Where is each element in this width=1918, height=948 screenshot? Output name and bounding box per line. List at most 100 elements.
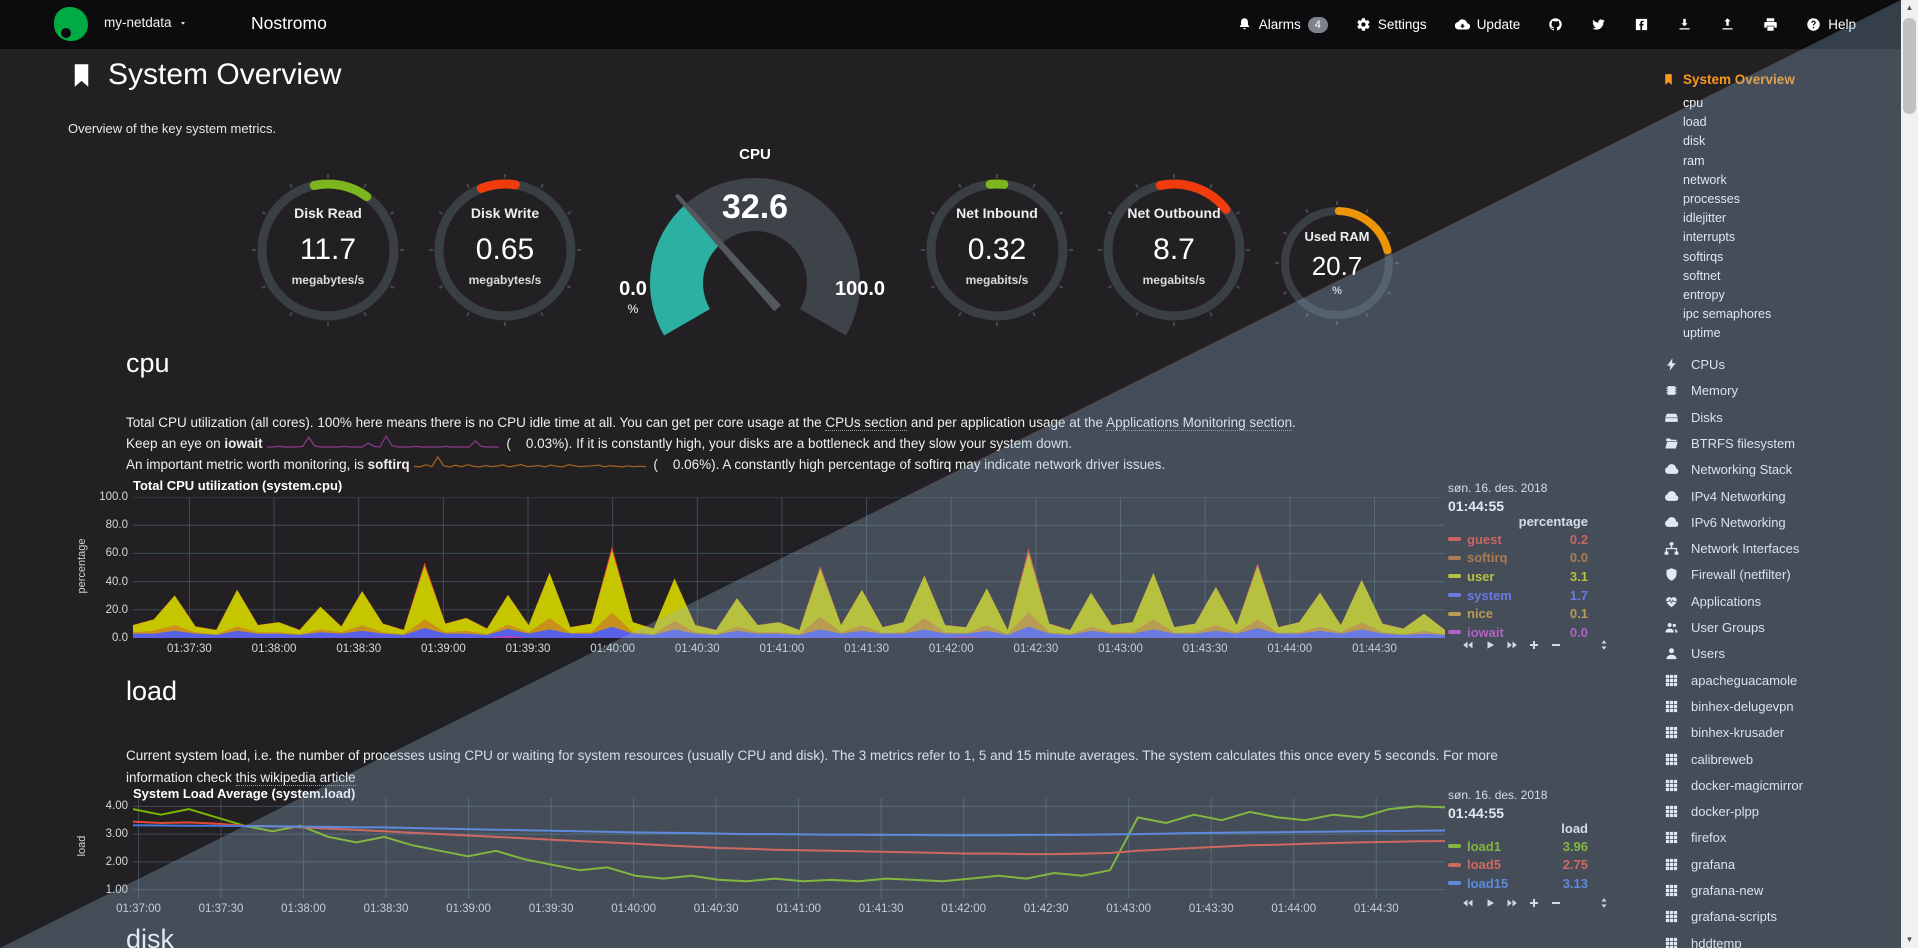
- import-button[interactable]: [1677, 17, 1692, 32]
- alarms-label: Alarms: [1258, 17, 1301, 32]
- upload-icon: [1720, 17, 1735, 32]
- sidebar-item-applications[interactable]: Applications: [1662, 588, 1898, 614]
- zoom-in-icon[interactable]: [1528, 897, 1540, 909]
- sidebar-item-binhex-krusader[interactable]: binhex-krusader: [1662, 720, 1898, 746]
- cpu-xtick: 01:44:00: [1267, 643, 1313, 655]
- legend-row-system[interactable]: system 1.7: [1448, 586, 1588, 605]
- sidebar-item-cpus[interactable]: CPUs: [1662, 351, 1898, 377]
- my-netdata-menu[interactable]: my-netdata: [104, 15, 188, 30]
- cpu-ytick: 20.0: [105, 603, 128, 616]
- legend-series-value: 0.0: [1569, 550, 1588, 566]
- legend-row-iowait[interactable]: iowait 0.0: [1448, 623, 1588, 642]
- sidebar-item-uptime[interactable]: uptime: [1683, 326, 1721, 341]
- cpus-section-link[interactable]: CPUs section: [825, 415, 908, 431]
- sidebar-item-grafana-scripts[interactable]: grafana-scripts: [1662, 904, 1898, 930]
- sidebar-item-binhex-delugevpn[interactable]: binhex-delugevpn: [1662, 693, 1898, 719]
- alarms-button[interactable]: Alarms 4: [1237, 16, 1328, 33]
- sidebar-item-ipv6-networking[interactable]: IPv6 Networking: [1662, 509, 1898, 535]
- sidebar-item-user-groups[interactable]: User Groups: [1662, 614, 1898, 640]
- sidebar-item-softnet[interactable]: softnet: [1683, 268, 1721, 283]
- sidebar-item-docker-magicmirror[interactable]: docker-magicmirror: [1662, 772, 1898, 798]
- seek-backward-icon[interactable]: [1462, 897, 1474, 909]
- help-button[interactable]: Help: [1806, 17, 1856, 32]
- sidebar-item-docker-plpp[interactable]: docker-plpp: [1662, 798, 1898, 824]
- sidebar-item-ipv4-networking[interactable]: IPv4 Networking: [1662, 483, 1898, 509]
- cpu-desc-text: An important metric worth monitoring, is: [126, 457, 368, 472]
- export-button[interactable]: [1720, 17, 1735, 32]
- legend-row-guest[interactable]: guest 0.2: [1448, 530, 1588, 549]
- bookmark-icon: [1662, 73, 1675, 86]
- sidebar-item-ipc-semaphores[interactable]: ipc semaphores: [1683, 307, 1772, 322]
- sidebar-item-grafana-new[interactable]: grafana-new: [1662, 877, 1898, 903]
- sidebar-item-grafana[interactable]: grafana: [1662, 851, 1898, 877]
- sidebar-item-networking-stack[interactable]: Networking Stack: [1662, 457, 1898, 483]
- sidebar-item-processes[interactable]: processes: [1683, 191, 1740, 206]
- zoom-in-icon[interactable]: [1528, 639, 1540, 651]
- zoom-out-icon[interactable]: [1550, 897, 1562, 909]
- sitemap-icon: [1662, 541, 1681, 556]
- sidebar-item-entropy[interactable]: entropy: [1683, 287, 1725, 302]
- legend-series-name: nice: [1467, 606, 1494, 622]
- sidebar-item-memory[interactable]: Memory: [1662, 378, 1898, 404]
- sidebar-item-system-overview[interactable]: System Overview: [1662, 68, 1898, 90]
- scrollbar[interactable]: ▲ ▼: [1901, 0, 1918, 948]
- sidebar-item-interrupts[interactable]: interrupts: [1683, 230, 1736, 245]
- resize-icon[interactable]: [1598, 897, 1610, 909]
- wikipedia-article-link[interactable]: this wikipedia article: [235, 769, 356, 786]
- bookmark-icon: [68, 62, 95, 89]
- play-icon[interactable]: [1484, 639, 1496, 651]
- section-heading-cpu: cpu: [126, 348, 170, 378]
- sidebar-item-ram[interactable]: ram: [1683, 153, 1705, 168]
- sidebar-item-network-interfaces[interactable]: Network Interfaces: [1662, 536, 1898, 562]
- sidebar-item-disks[interactable]: Disks: [1662, 404, 1898, 430]
- legend-row-nice[interactable]: nice 0.1: [1448, 604, 1588, 623]
- applications-monitoring-link[interactable]: Applications Monitoring section: [1106, 415, 1293, 431]
- print-button[interactable]: [1763, 17, 1778, 32]
- update-button[interactable]: Update: [1454, 17, 1520, 32]
- load-chart-canvas[interactable]: [133, 798, 1445, 898]
- gauge-title: Disk Read: [294, 205, 362, 221]
- seek-forward-icon[interactable]: [1506, 639, 1518, 651]
- sidebar-item-disk[interactable]: disk: [1683, 134, 1706, 149]
- settings-button[interactable]: Settings: [1356, 17, 1427, 32]
- play-icon[interactable]: [1484, 897, 1496, 909]
- sidebar-item-cpu[interactable]: cpu: [1683, 96, 1704, 110]
- sidebar-item-hddtemp[interactable]: hddtemp: [1662, 930, 1898, 948]
- gauge-units: %: [1332, 285, 1342, 297]
- sidebar-item-idlejitter[interactable]: idlejitter: [1683, 211, 1727, 226]
- sidebar-item-load[interactable]: load: [1683, 115, 1707, 130]
- twitter-button[interactable]: [1591, 17, 1606, 32]
- print-icon: [1763, 17, 1778, 32]
- load-xtick: 01:41:30: [858, 903, 904, 915]
- scroll-up-arrow[interactable]: ▲: [1905, 3, 1914, 12]
- sidebar-item-btrfs-filesystem[interactable]: BTRFS filesystem: [1662, 430, 1898, 456]
- sidebar-item-firefox[interactable]: firefox: [1662, 825, 1898, 851]
- sidebar-item-softirqs[interactable]: softirqs: [1683, 249, 1724, 264]
- resize-icon[interactable]: [1598, 639, 1610, 651]
- legend-row-user[interactable]: user 3.1: [1448, 567, 1588, 586]
- legend-row-load15[interactable]: load15 3.13: [1448, 874, 1588, 893]
- load-xtick: 01:43:30: [1188, 903, 1234, 915]
- th-icon: [1662, 804, 1681, 819]
- cpu-xtick: 01:37:30: [167, 643, 212, 655]
- github-button[interactable]: [1548, 17, 1563, 32]
- scroll-down-arrow[interactable]: ▼: [1905, 935, 1914, 944]
- zoom-out-icon[interactable]: [1550, 639, 1562, 651]
- cpu-desc-text: .: [1292, 415, 1296, 430]
- netdata-logo-icon[interactable]: [54, 7, 88, 41]
- settings-label: Settings: [1377, 17, 1427, 32]
- sidebar-item-apacheguacamole[interactable]: apacheguacamole: [1662, 667, 1898, 693]
- sidebar-item-calibreweb[interactable]: calibreweb: [1662, 746, 1898, 772]
- sidebar-item-firewall-netfilter-[interactable]: Firewall (netfilter): [1662, 562, 1898, 588]
- facebook-button[interactable]: [1634, 17, 1649, 32]
- sidebar-item-users[interactable]: Users: [1662, 641, 1898, 667]
- scrollbar-thumb[interactable]: [1903, 18, 1916, 114]
- seek-forward-icon[interactable]: [1506, 897, 1518, 909]
- legend-row-load5[interactable]: load5 2.75: [1448, 856, 1588, 875]
- seek-backward-icon[interactable]: [1462, 639, 1474, 651]
- legend-row-load1[interactable]: load1 3.96: [1448, 837, 1588, 856]
- cloud-download-icon: [1454, 17, 1470, 32]
- sidebar-item-network[interactable]: network: [1683, 172, 1727, 187]
- cpu-chart-canvas[interactable]: [133, 497, 1445, 638]
- legend-row-softirq[interactable]: softirq 0.0: [1448, 549, 1588, 568]
